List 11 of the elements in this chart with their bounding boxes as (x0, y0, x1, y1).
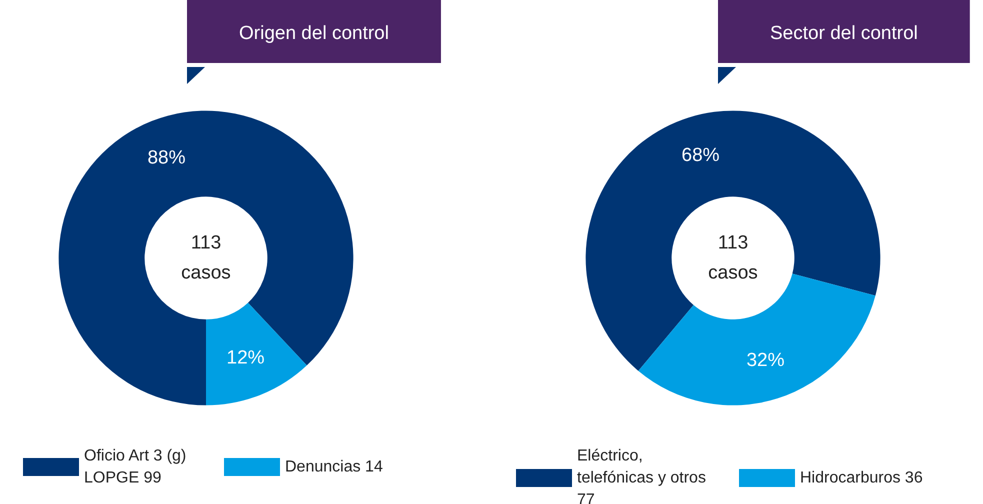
text: 113 casos (181, 232, 231, 284)
text: 113 casos (708, 232, 758, 284)
legend-label: Hidrocarburos 36 (800, 470, 923, 486)
data-label: 68% (682, 145, 720, 166)
data-label: 12% (226, 347, 265, 368)
legend-label: Denuncias 14 (285, 458, 383, 476)
data-label: 88% (147, 148, 186, 169)
chart-title: Sector del control (770, 23, 918, 44)
chart-title: Origen del control (239, 23, 389, 44)
data-label: 32% (746, 350, 785, 371)
legend-label: Oficio Art 3 (g) LOPGE 99 (84, 448, 191, 486)
